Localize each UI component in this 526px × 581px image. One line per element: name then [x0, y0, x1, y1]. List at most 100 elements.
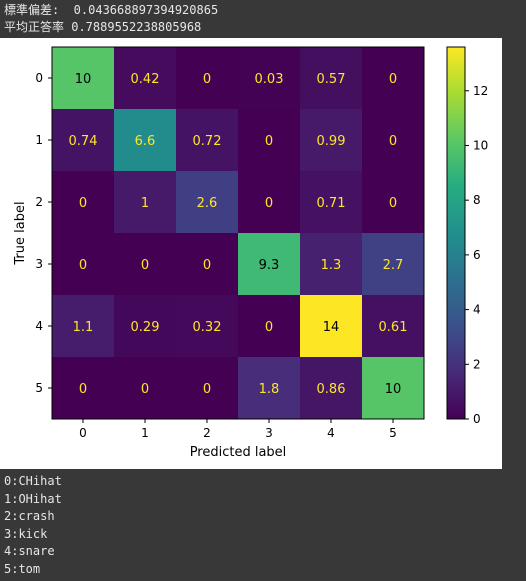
cm-cell-label-5-4: 0.86: [317, 382, 346, 397]
cm-cell-0-4: [300, 47, 362, 109]
cm-cell-5-3: [238, 357, 300, 419]
colorbar-tick-label-1: 2: [473, 357, 481, 371]
std-dev-line: 標準偏差: 0.043668897394920865: [4, 3, 219, 17]
cm-cell-label-1-0: 0.74: [69, 134, 98, 149]
cm-cell-1-1: [114, 109, 176, 171]
class-legend-line-0: 0:CHihat: [4, 474, 62, 488]
cm-cell-5-0: [52, 357, 114, 419]
cm-cell-1-3: [238, 109, 300, 171]
cm-cell-4-3: [238, 295, 300, 357]
class-legend-line-1: 1:OHihat: [4, 491, 62, 506]
cm-cell-1-0: [52, 109, 114, 171]
cm-cell-label-3-0: 0: [79, 258, 87, 273]
cm-cell-0-0: [52, 47, 114, 109]
class-legend-line-4: 4:snare: [4, 544, 55, 558]
cm-cell-0-5: [362, 47, 424, 109]
cm-cell-2-3: [238, 171, 300, 233]
cm-cell-label-0-4: 0.57: [317, 72, 346, 87]
x-tick-label-5: 5: [389, 426, 397, 440]
confusion-matrix-svg: 10 0.42 0 0.03 0.57 00.74 6.6 0.72 0 0.99 00 1 2.6 0 0…: [13, 46, 488, 460]
confusion-matrix-figure: 10 0.42 0 0.03 0.57 0 0.74 6.6 0.72 0 0.99 0 0 1 2.6 0 0…: [0, 38, 502, 469]
colorbar-tick-label-5: 10: [473, 138, 488, 152]
cm-cell-label-2-1: 1: [141, 196, 149, 211]
cm-cell-3-2: [176, 233, 238, 295]
cm-cell-label-3-4: 1.3: [321, 258, 342, 273]
cm-cell-3-0: [52, 233, 114, 295]
cm-cell-label-0-2: 0: [203, 72, 211, 87]
x-tick-label-4: 4: [327, 426, 335, 440]
cm-cell-2-0: [52, 171, 114, 233]
x-tick-label-0: 0: [79, 426, 87, 440]
cm-cell-label-1-3: 0: [265, 134, 273, 149]
cm-cell-label-1-5: 0: [389, 134, 397, 149]
cm-cell-label-3-3: 9.3: [259, 258, 280, 273]
cm-cell-4-0: [52, 295, 114, 357]
cm-cell-label-0-0: 10: [75, 72, 92, 87]
cm-cell-3-4: [300, 233, 362, 295]
cm-cell-5-1: [114, 357, 176, 419]
y-tick-label-0: 0: [35, 71, 43, 85]
cm-cell-label-2-0: 0: [79, 196, 87, 211]
cm-cell-3-3: [238, 233, 300, 295]
class-legend-line-2: 2:crash: [4, 509, 55, 523]
cm-cell-label-2-4: 0.71: [317, 196, 346, 211]
x-tick-label-3: 3: [265, 426, 273, 440]
cm-cell-label-3-2: 0: [203, 258, 211, 273]
matrix-frame: [51, 46, 425, 420]
cm-cell-label-0-3: 0.03: [255, 72, 284, 87]
x-axis-label: Predicted label: [190, 445, 287, 460]
cm-cell-label-1-4: 0.99: [317, 134, 346, 149]
y-axis-label: True label: [13, 201, 28, 265]
colorbar-tick-label-4: 8: [473, 193, 481, 207]
colorbar-tick-label-0: 0: [473, 412, 481, 426]
cm-cell-label-4-5: 0.61: [379, 320, 408, 335]
cm-cell-4-1: [114, 295, 176, 357]
class-legend-line-5: 5:tom: [4, 561, 41, 576]
y-tick-label-5: 5: [35, 381, 43, 395]
cm-cell-2-4: [300, 171, 362, 233]
cm-cell-1-4: [300, 109, 362, 171]
cm-cell-label-3-1: 0: [141, 258, 149, 273]
cm-cell-label-5-3: 1.8: [259, 382, 280, 397]
cm-cell-0-2: [176, 47, 238, 109]
colorbar-tick-label-2: 4: [473, 303, 481, 317]
colorbar-tick-label-6: 12: [473, 84, 488, 98]
cm-cell-label-5-2: 0: [203, 382, 211, 397]
cm-cell-0-1: [114, 47, 176, 109]
cm-cell-label-5-0: 0: [79, 382, 87, 397]
cm-cell-label-5-1: 0: [141, 382, 149, 397]
cm-cell-label-2-2: 2.6: [197, 196, 218, 211]
cm-cell-4-2: [176, 295, 238, 357]
cm-cell-label-4-0: 1.1: [73, 320, 94, 335]
cm-cell-5-5: [362, 357, 424, 419]
cm-cell-label-2-3: 0: [265, 196, 273, 211]
cm-cell-label-4-1: 0.29: [131, 320, 160, 335]
class-legend-line-3: 3:kick: [4, 526, 48, 541]
cm-cell-label-4-4: 14: [323, 320, 340, 335]
cm-cell-4-4: [300, 295, 362, 357]
cm-cell-1-2: [176, 109, 238, 171]
cm-cell-label-2-5: 0: [389, 196, 397, 211]
colorbar-tick-label-3: 6: [473, 248, 481, 262]
cm-cell-label-1-1: 6.6: [135, 134, 156, 149]
cm-cell-3-5: [362, 233, 424, 295]
cm-cell-label-1-2: 0.72: [193, 134, 222, 149]
cm-cell-1-5: [362, 109, 424, 171]
mean-accuracy-line: 平均正答率 0.7889552238805968: [4, 20, 202, 34]
x-tick-label-2: 2: [203, 426, 211, 440]
y-tick-label-2: 2: [35, 195, 43, 209]
cm-cell-2-2: [176, 171, 238, 233]
cm-cell-5-4: [300, 357, 362, 419]
x-tick-label-1: 1: [141, 426, 149, 440]
colorbar: [446, 46, 466, 420]
cm-cell-label-0-5: 0: [389, 72, 397, 87]
cm-cell-2-1: [114, 171, 176, 233]
cm-cell-label-0-1: 0.42: [131, 72, 160, 87]
cm-cell-0-3: [238, 47, 300, 109]
cm-cell-label-3-5: 2.7: [383, 258, 404, 273]
cm-cell-label-4-2: 0.32: [193, 320, 222, 335]
y-tick-label-3: 3: [35, 257, 43, 271]
cm-cell-label-4-3: 0: [265, 320, 273, 335]
y-tick-label-4: 4: [35, 319, 43, 333]
y-tick-label-1: 1: [35, 133, 43, 147]
